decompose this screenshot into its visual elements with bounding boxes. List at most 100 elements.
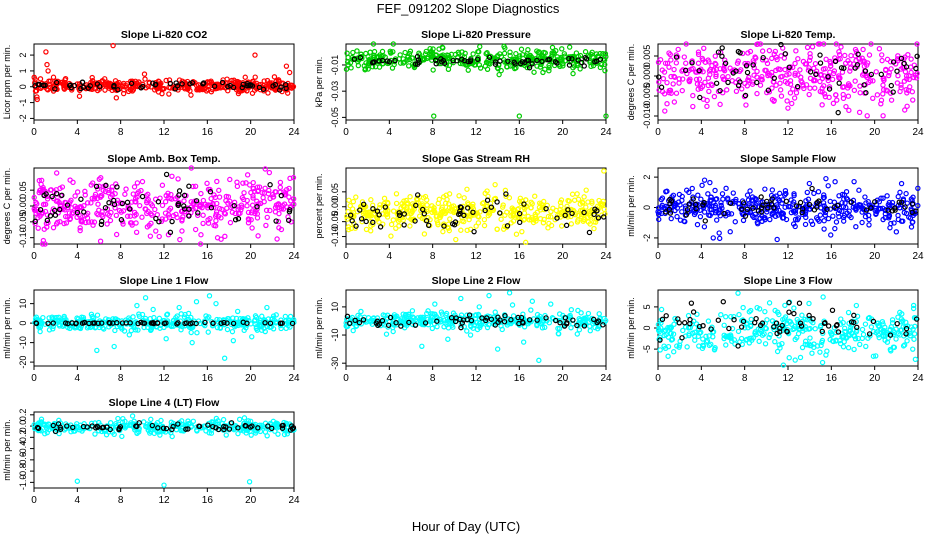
data-point (94, 210, 100, 217)
x-tick-label: 4 (75, 127, 81, 138)
data-point (244, 172, 251, 178)
data-point (683, 60, 689, 66)
data-point (115, 415, 121, 422)
data-point (275, 201, 282, 207)
data-point (867, 333, 873, 339)
data-point (216, 187, 222, 194)
data-point (101, 326, 107, 332)
data-point (712, 204, 719, 211)
data-point (661, 91, 668, 97)
data-point (585, 199, 591, 205)
data-point (79, 79, 86, 85)
data-point (818, 342, 824, 349)
data-point (79, 428, 85, 434)
data-point (134, 180, 141, 186)
data-point (485, 60, 492, 67)
data-point (224, 320, 230, 326)
data-point (53, 190, 60, 197)
data-point (857, 341, 863, 348)
data-point (45, 421, 52, 427)
data-point (682, 67, 689, 74)
data-point (856, 187, 862, 193)
data-point (834, 97, 840, 103)
data-point (754, 304, 760, 311)
data-point (879, 52, 885, 58)
data-point (809, 44, 816, 50)
data-point (886, 199, 892, 206)
data-point (98, 192, 104, 199)
y-tick-label: -0.2 (18, 430, 28, 446)
data-point (248, 210, 255, 216)
data-point (820, 194, 827, 201)
data-point (526, 65, 533, 71)
data-point (377, 202, 383, 208)
data-point (807, 335, 813, 341)
data-point (679, 87, 685, 94)
data-point (705, 191, 711, 197)
data-point (477, 323, 483, 329)
data-point (252, 210, 258, 217)
data-point (724, 333, 730, 340)
data-point (771, 75, 777, 81)
y-tick-label: 0.2 (18, 409, 28, 422)
data-point (273, 78, 279, 85)
data-point (801, 85, 807, 92)
data-point (346, 197, 352, 203)
data-point (695, 51, 702, 58)
data-point (852, 205, 859, 211)
data-point (670, 192, 677, 199)
data-point (833, 219, 840, 225)
data-point (753, 55, 759, 61)
data-point (505, 58, 511, 64)
data-point (175, 176, 181, 182)
data-point (516, 320, 522, 327)
data-point (422, 320, 429, 326)
data-point (791, 95, 798, 101)
data-point (913, 65, 919, 72)
data-point (278, 192, 285, 199)
data-point (133, 423, 139, 429)
y-tick-label: 10 (330, 302, 340, 312)
data-point (246, 182, 253, 188)
data-point (574, 191, 580, 197)
data-point (546, 62, 552, 69)
data-point (602, 317, 609, 324)
data-point (806, 312, 812, 319)
data-point (758, 205, 765, 211)
data-point (595, 318, 602, 324)
data-point (176, 188, 183, 194)
data-point (571, 63, 578, 69)
x-tick-label: 4 (699, 127, 705, 138)
data-point (830, 70, 837, 77)
data-point (501, 43, 507, 50)
data-point (474, 56, 481, 62)
data-point (878, 195, 884, 201)
data-series (31, 42, 297, 103)
data-point (899, 199, 905, 205)
data-point (35, 425, 42, 432)
data-point (786, 71, 792, 77)
data-point (231, 199, 238, 206)
data-point (596, 197, 602, 204)
data-point (273, 189, 279, 195)
data-point (204, 180, 210, 187)
data-point (134, 302, 140, 309)
data-point (241, 327, 247, 334)
data-point (220, 416, 227, 423)
panel-title: Slope Sample Flow (740, 153, 837, 165)
data-point (546, 320, 553, 326)
data-point (99, 218, 105, 225)
data-point (848, 199, 854, 205)
data-point (62, 75, 69, 82)
data-point (149, 422, 156, 429)
data-point (717, 101, 723, 108)
data-point (668, 215, 674, 222)
data-point (88, 420, 95, 427)
data-point (747, 188, 753, 194)
x-tick-label: 4 (387, 127, 393, 138)
data-point (126, 206, 133, 212)
data-point (737, 79, 743, 85)
data-point (470, 51, 476, 57)
data-point (695, 49, 702, 55)
data-point (599, 201, 605, 208)
